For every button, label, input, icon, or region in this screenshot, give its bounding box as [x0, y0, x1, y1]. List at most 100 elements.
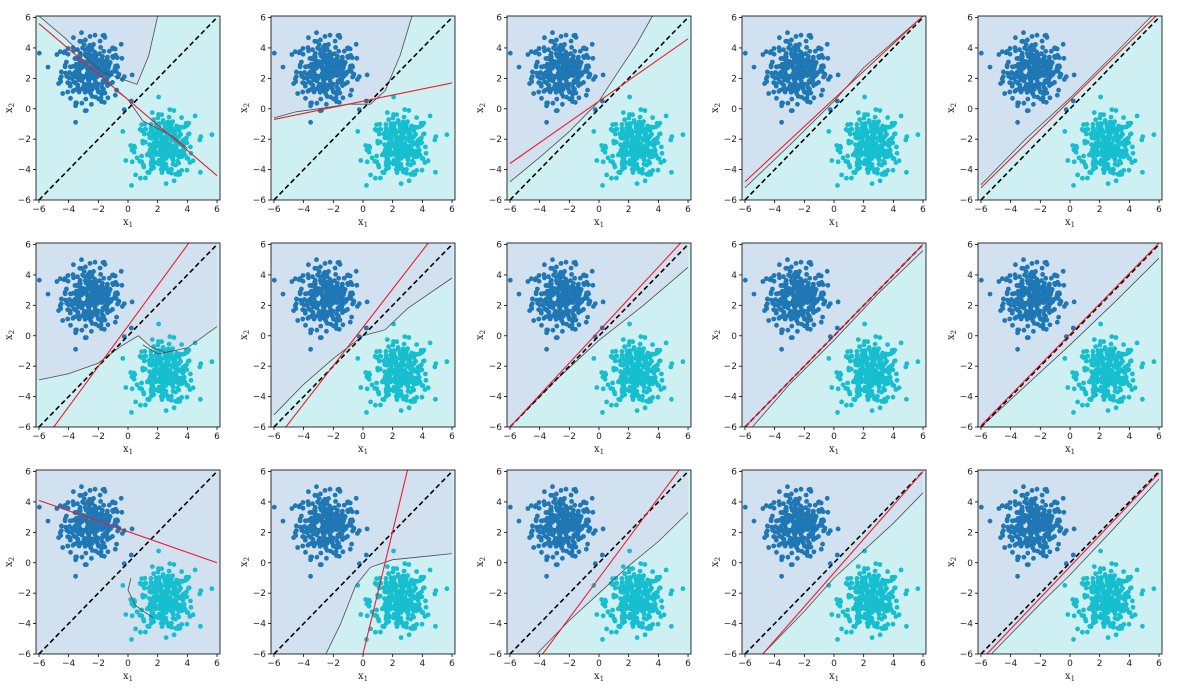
data-point-class-0 [100, 80, 106, 86]
data-point-class-0 [57, 49, 63, 55]
data-point-class-0 [324, 101, 329, 107]
data-point-class-1 [190, 158, 196, 164]
data-point-class-0 [106, 48, 112, 54]
data-point-class-0 [60, 318, 66, 323]
data-point-class-0 [793, 34, 799, 39]
data-point-class-1 [869, 181, 875, 187]
x-axis-label-subscript: 1 [600, 221, 604, 229]
data-point-class-0 [77, 60, 83, 66]
data-point-class-0 [293, 79, 299, 84]
data-point-class-1 [394, 356, 399, 362]
data-point-class-0 [332, 278, 337, 284]
data-point-class-1 [1103, 138, 1109, 144]
data-point-class-0 [68, 291, 74, 297]
data-point-class-1 [868, 123, 874, 129]
data-point-class-1 [376, 131, 382, 137]
data-point-class-0 [331, 323, 336, 329]
data-point-class-0 [1028, 85, 1033, 91]
data-point-class-1 [374, 355, 380, 360]
data-point-class-1 [1100, 166, 1106, 172]
data-point-class-0 [349, 282, 355, 288]
data-point-class-1 [150, 156, 156, 162]
data-point-class-0 [325, 53, 331, 59]
data-point-class-0 [781, 82, 787, 88]
data-point-class-1 [404, 166, 409, 172]
data-point-class-1 [184, 394, 190, 400]
data-point-class-0 [62, 62, 68, 68]
data-point-class-0 [533, 289, 539, 295]
true-boundary-line [273, 243, 453, 427]
data-point-class-0 [102, 295, 107, 301]
data-point-class-0 [781, 87, 787, 92]
data-point-class-0 [808, 68, 813, 74]
data-point-class-0 [807, 48, 813, 54]
x-axis-label-subscript: 1 [129, 221, 133, 229]
data-point-class-1 [174, 350, 180, 356]
y-tick-label: 2 [260, 74, 266, 84]
data-point-class-1 [1105, 129, 1110, 135]
data-point-class-0 [337, 317, 343, 323]
data-point-class-0 [98, 45, 103, 50]
y-axis-label-subscript: 2 [714, 103, 722, 107]
data-point-class-0 [102, 35, 108, 40]
x-tick-label: −4 [297, 205, 311, 215]
data-point-class-0 [581, 45, 586, 51]
data-point-class-0 [335, 307, 341, 313]
y-axis-label: x2 [239, 103, 251, 113]
data-point-class-1 [138, 402, 143, 408]
data-point-class-1 [885, 149, 890, 155]
data-point-class-0 [280, 64, 286, 70]
data-point-class-0 [319, 280, 325, 286]
x-tick-label: 2 [390, 432, 396, 442]
y-tick-label: 2 [260, 301, 266, 311]
data-point-class-1 [1098, 112, 1103, 117]
data-point-class-0 [811, 95, 817, 101]
data-point-class-0 [529, 306, 535, 311]
data-point-class-1 [845, 122, 850, 128]
data-point-class-0 [1034, 32, 1040, 38]
data-point-class-0 [796, 66, 802, 72]
data-point-class-1 [1113, 108, 1119, 113]
data-point-class-1 [1121, 168, 1127, 173]
y-tick-label: −6 [489, 196, 503, 206]
data-point-class-0 [73, 119, 78, 125]
data-point-class-1 [174, 379, 180, 385]
data-point-class-1 [145, 396, 151, 402]
data-point-class-0 [101, 86, 106, 92]
data-point-class-1 [394, 147, 399, 153]
data-point-class-1 [172, 366, 178, 371]
data-point-class-0 [316, 286, 322, 292]
data-point-class-1 [1093, 117, 1098, 123]
data-point-class-1 [421, 131, 427, 137]
data-point-class-1 [616, 169, 622, 175]
data-point-class-1 [414, 376, 419, 382]
data-point-class-0 [316, 59, 322, 65]
x-tick-label: −6 [267, 205, 281, 215]
data-point-class-1 [129, 183, 134, 188]
data-point-class-0 [533, 62, 539, 68]
data-point-class-0 [1043, 86, 1048, 92]
data-point-class-1 [627, 125, 633, 131]
data-point-class-1 [166, 114, 172, 120]
data-point-class-0 [321, 312, 326, 318]
data-point-class-0 [539, 64, 545, 70]
data-point-class-1 [401, 146, 406, 152]
data-point-class-0 [62, 289, 68, 295]
data-point-class-0 [347, 92, 353, 98]
decision-boundary [273, 277, 453, 416]
data-point-class-0 [552, 42, 558, 47]
data-point-class-1 [638, 107, 644, 112]
data-point-class-0 [354, 55, 360, 61]
data-point-class-0 [332, 38, 338, 44]
data-point-class-1 [835, 183, 840, 188]
data-point-class-0 [351, 300, 356, 306]
x-tick-label: 6 [685, 205, 691, 215]
data-point-class-0 [568, 38, 574, 44]
data-point-class-1 [179, 376, 184, 382]
x-axis-label-subscript: 1 [1071, 221, 1075, 229]
decision-boundary [273, 16, 413, 119]
x-tick-label: −2 [1034, 205, 1047, 215]
data-point-class-0 [95, 88, 101, 94]
data-point-class-1 [620, 110, 626, 115]
